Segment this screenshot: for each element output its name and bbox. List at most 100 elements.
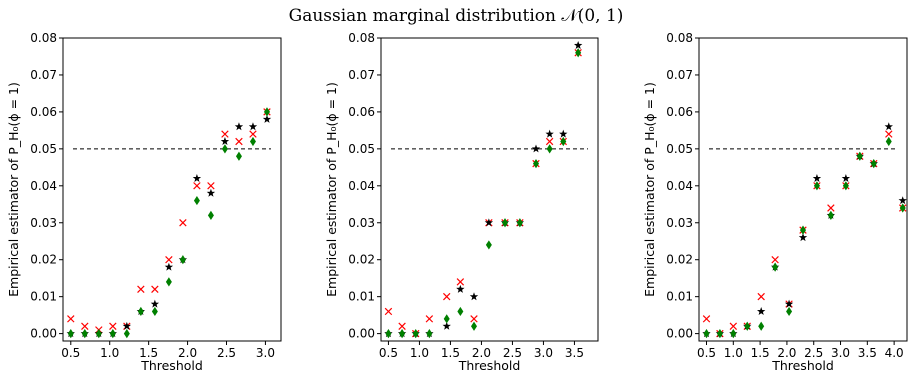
cross-marker (771, 255, 779, 264)
diamond-marker (151, 306, 158, 317)
diamond-marker (842, 181, 849, 191)
diamond-marker (399, 329, 406, 339)
y-tick-label: 0.08 (666, 31, 693, 45)
y-tick-label: 0.03 (348, 216, 375, 230)
cross-marker (470, 315, 478, 323)
subplot-3: 0.00 0.01 0.02 0.03 0.04 0.05 0.06 0.07 0.08 0.5 1… (642, 31, 908, 373)
cross-marker (398, 322, 406, 330)
y-tick-label: 0.01 (666, 290, 693, 304)
y-tick-label: 0.08 (30, 31, 57, 45)
cross-marker (193, 182, 201, 190)
star-marker (469, 292, 479, 301)
y-tick-label: 0.02 (348, 253, 375, 267)
star-marker (234, 122, 244, 131)
diamond-marker (426, 329, 433, 339)
cross-marker (456, 278, 465, 286)
diamond-marker (703, 329, 710, 339)
y-tick-label: 0.02 (666, 253, 693, 267)
star-marker (841, 174, 851, 182)
y-tick-label: 0.04 (30, 179, 57, 193)
y-tick-label: 0.01 (30, 290, 57, 304)
y-tick-label: 0.07 (348, 68, 375, 82)
y-tick-label: 0.08 (348, 31, 375, 45)
cross-marker (67, 315, 75, 323)
diamond-marker (179, 255, 186, 265)
x-tick-label: 1.5 (751, 346, 770, 360)
x-tick-label: 2.0 (178, 346, 197, 360)
x-axis-label: Threshold (140, 358, 203, 373)
x-axis-label: Threshold (771, 358, 834, 373)
diamond-marker (385, 329, 392, 339)
y-tick-label: 0.07 (666, 68, 693, 82)
star-marker (531, 144, 541, 153)
diamond-marker (772, 262, 779, 272)
star-marker (192, 174, 202, 182)
x-tick-label: 2.5 (804, 346, 823, 360)
y-tick-label: 0.05 (348, 142, 375, 156)
diamond-marker (786, 306, 793, 317)
diamond-marker (249, 136, 256, 147)
star-marker (262, 114, 272, 123)
diamond-marker (81, 329, 88, 339)
diamond-marker (730, 329, 737, 339)
star-marker (559, 129, 568, 138)
y-tick-label: 0.06 (30, 105, 57, 119)
diamond-marker (485, 240, 492, 250)
axes-frame (62, 37, 282, 342)
cross-marker (442, 292, 451, 301)
diamond-marker (885, 136, 892, 147)
cross-marker (702, 315, 711, 323)
y-axis-label: Empirical estimator of P_H₀(ϕ = 1) (642, 82, 657, 297)
cross-marker (81, 322, 89, 330)
star-marker (784, 299, 794, 308)
cross-marker (729, 322, 738, 330)
x-tick-label: 3.0 (831, 346, 850, 360)
y-tick-label: 0.02 (30, 253, 57, 267)
cross-marker (827, 204, 835, 212)
y-tick-label: 0.00 (30, 327, 57, 341)
diamond-marker (502, 218, 508, 228)
diamond-marker (412, 329, 419, 339)
figure-title: Gaussian marginal distribution 𝒩(0, 1) (289, 6, 624, 26)
diamond-marker (758, 321, 765, 331)
x-tick-label: 1.5 (441, 346, 460, 360)
star-marker (812, 174, 822, 182)
diamond-marker (870, 159, 877, 169)
diamond-marker (856, 151, 863, 161)
x-tick-label: 0.5 (61, 346, 80, 360)
star-marker (757, 307, 766, 315)
x-tick-label: 3.0 (256, 346, 275, 360)
cross-marker (109, 322, 117, 330)
y-tick-label: 0.06 (348, 105, 375, 119)
y-tick-label: 0.00 (348, 327, 375, 341)
x-axis-label: Threshold (458, 358, 521, 373)
x-tick-label: 3.0 (534, 346, 553, 360)
star-marker (573, 40, 583, 49)
star-marker (898, 196, 907, 205)
diamond-marker (813, 181, 820, 191)
star-marker (798, 233, 808, 242)
axes-frame (698, 37, 908, 342)
diamond-marker (800, 225, 806, 235)
plots: 0.00 0.01 0.02 0.03 0.04 0.05 0.06 0.07 0.08 0.5 1… (6, 31, 908, 373)
x-tick-label: 2.0 (472, 346, 491, 360)
x-tick-label: 1.0 (410, 346, 429, 360)
cross-marker (384, 307, 393, 316)
subplot-2: 0.00 0.01 0.02 0.03 0.04 0.05 0.06 0.07 0.08 0.5 1… (324, 31, 599, 373)
diamond-marker (575, 48, 582, 58)
cross-marker (179, 219, 187, 227)
y-tick-label: 0.05 (666, 142, 693, 156)
cross-marker (151, 285, 159, 293)
diamond-marker (457, 306, 464, 317)
diamond-marker (109, 329, 116, 339)
x-tick-label: 2.5 (217, 346, 236, 360)
diamond-marker (67, 329, 74, 339)
star-marker (884, 122, 893, 131)
star-marker (442, 321, 451, 330)
diamond-marker (899, 203, 906, 213)
diamond-marker (516, 218, 523, 228)
cross-marker (165, 255, 173, 264)
cross-marker (137, 285, 145, 293)
diamond-marker (221, 144, 228, 154)
